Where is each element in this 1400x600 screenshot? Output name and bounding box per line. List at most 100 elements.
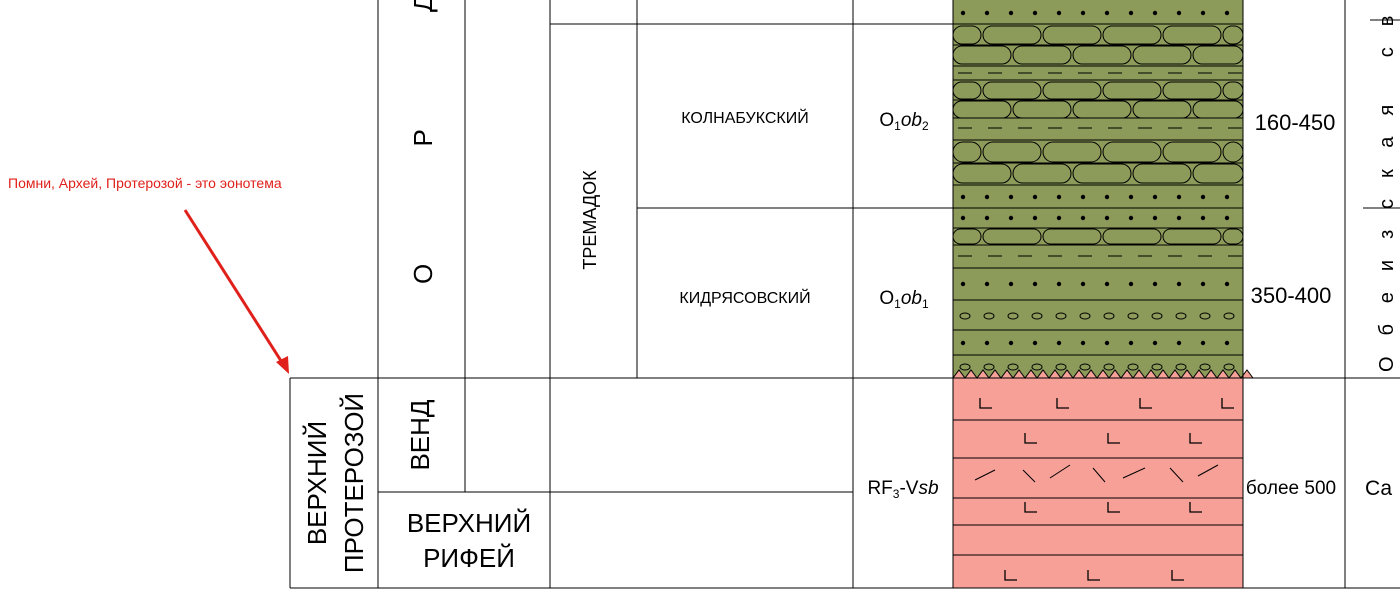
thickness: 160-450 [1255,110,1336,135]
lithology-mark [1056,215,1062,221]
lithology-mark [1152,281,1158,287]
lithology-mark [1169,467,1184,483]
lithology-mark [1080,194,1086,200]
lithology-mark [1104,215,1110,221]
lithology-mark [1128,194,1134,200]
lithology-mark [1200,340,1206,346]
lithology-mark [982,25,1042,45]
lithology-mark [1224,281,1230,287]
lithology-mark [1056,10,1062,16]
lithology-mark [1175,312,1187,320]
arrow-head [276,356,289,374]
lithology-mark [1056,194,1062,200]
lithology-mark [1152,215,1158,221]
lithology-mark [1176,10,1182,16]
thickness: более 500 [1246,478,1336,499]
lithology-mark [1224,340,1230,346]
lithology-mark [1079,363,1091,371]
lithology-mark [1224,194,1230,200]
lithology-mark [1152,340,1158,346]
lithology-mark [1104,281,1110,287]
lithology-mark [1007,363,1019,371]
lithology-mark [984,281,990,287]
lithology-mark [1102,141,1162,163]
lithology-mark [1200,281,1206,287]
lithology-mark [1221,398,1234,409]
lithology-mark [1042,141,1102,163]
lithology-mark [1080,340,1086,346]
lithology-mark [960,281,966,287]
lithology-mark [1080,215,1086,221]
lithology-mark [1107,433,1120,444]
lithology-mark [1072,163,1132,184]
lithology-mark [1031,312,1043,320]
lithology-mark [1162,141,1222,163]
lithology-mark [1104,10,1110,16]
lithology-mark [1080,10,1086,16]
formation: Обеизская св [1376,0,1398,372]
lithology-mark [982,141,1042,163]
lithology-mark [1079,312,1091,320]
lithology-mark [960,194,966,200]
lithology-mark [982,228,1042,245]
lithology-mark [1152,10,1158,16]
lithology-mark [1042,228,1102,245]
lithology-mark [1224,10,1230,16]
lithology-mark [1152,194,1158,200]
lithology [952,0,1254,588]
grid [289,0,1400,589]
annotation: Помни, Архей, Протерозой - это эонотема [8,175,282,191]
lithology-mark [1197,464,1219,477]
lithology-mark [1176,194,1182,200]
horizon: КИДРЯСОВСКИЙ [679,288,810,307]
lithology-mark [960,10,966,16]
lithology-mark [1162,25,1222,45]
erathem: ВЕРХНИЙ [302,421,332,545]
lithology-mark [1008,340,1014,346]
lithology-mark [1104,340,1110,346]
lithology-mark [960,340,966,346]
lithology-mark [1092,467,1106,483]
lithology-mark [1024,433,1037,444]
lithology-mark [1199,312,1211,320]
lithology-mark [1031,363,1043,371]
lithology-mark [1022,469,1036,483]
lithology-mark [1055,363,1067,371]
lithology-mark [1042,81,1102,100]
lithology-mark [1189,502,1202,513]
lithology-mark [1224,215,1230,221]
lithology-mark [984,215,990,221]
horizon: КОЛНАБУКСКИЙ [681,108,808,127]
lithology-mark [1103,312,1115,320]
system: О Р Д [408,0,438,284]
lithology-mark [1049,464,1071,479]
lithology-mark [1162,81,1222,100]
lithology-mark [1199,363,1211,371]
lithology-mark [974,469,996,481]
lithology-mark [1176,281,1182,287]
lithology-mark [984,10,990,16]
lithology-mark [1128,281,1134,287]
formation: Са [1365,477,1392,500]
lithology-mark [1008,194,1014,200]
lithology-mark [1008,215,1014,221]
lithology-mark [1032,340,1038,346]
lithology-mark [1104,194,1110,200]
lithology-mark [1200,194,1206,200]
lithology-mark [953,0,1243,378]
lithology-mark [1102,25,1162,45]
lithology-mark [1151,312,1163,320]
lithology-mark [1176,340,1182,346]
lithology-mark [1102,81,1162,100]
lithology-mark [1056,398,1069,409]
lithology-mark [960,215,966,221]
lithology-mark [1008,10,1014,16]
lithology-mark [1128,340,1134,346]
lithology-mark [984,340,990,346]
lithology-mark [982,81,1042,100]
lithology-mark [1080,281,1086,287]
riphean: ВЕРХНИЙ [407,508,531,538]
lithology-mark [1127,363,1139,371]
stage: ТРЕМАДОК [580,170,600,270]
lithology-mark [1103,363,1115,371]
